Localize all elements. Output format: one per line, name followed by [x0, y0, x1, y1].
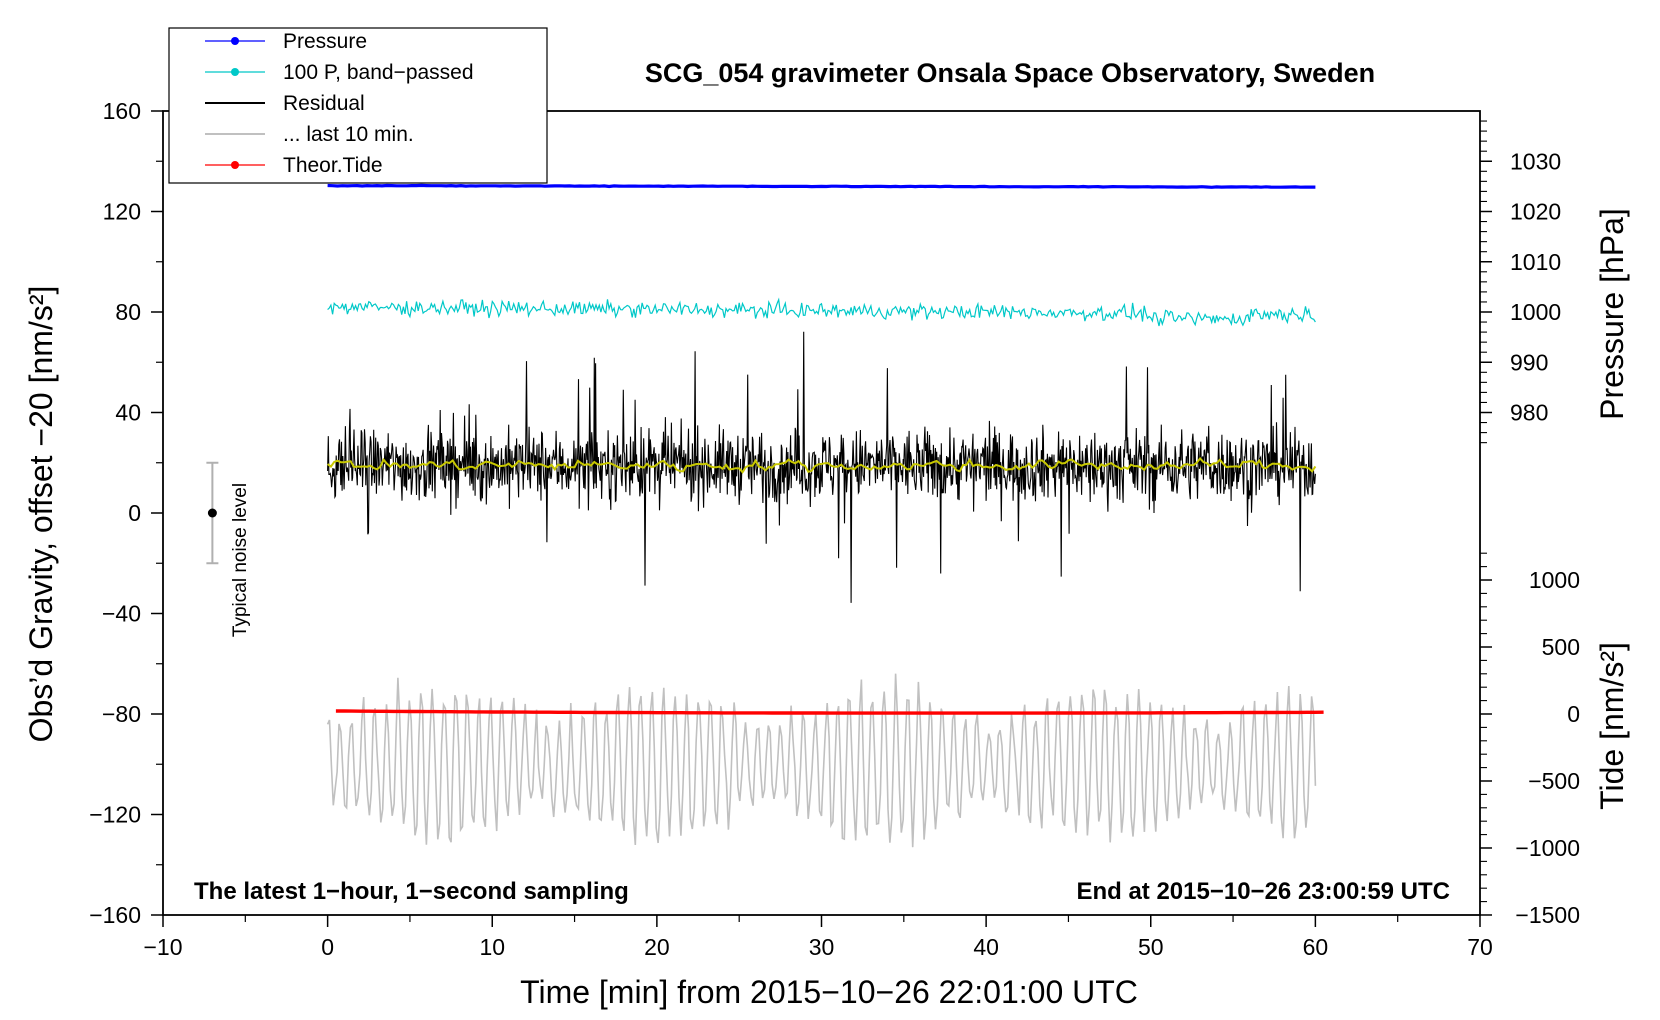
tide-tick-label: −500 [1528, 768, 1580, 794]
x-tick-label: 10 [479, 934, 505, 960]
pressure-tick-label: 1010 [1510, 249, 1561, 275]
series-layer [326, 183, 1324, 848]
y-axis-left: −160 −120 −80 −40 0 40 80 120 160 [89, 98, 163, 928]
legend-label: Theor.Tide [283, 154, 383, 177]
pressure-tick-label: 1020 [1510, 199, 1561, 225]
legend: Pressure 100 P, band−passed Residual ... la… [168, 27, 548, 184]
legend-marker [231, 161, 239, 169]
legend-label: 100 P, band−passed [283, 61, 474, 84]
footer-right: End at 2015−10−26 23:00:59 UTC [1076, 878, 1450, 905]
x-axis: −10 0 10 20 30 40 50 60 70 [143, 915, 1493, 960]
x-tick-label: 30 [809, 934, 835, 960]
x-tick-label: 50 [1138, 934, 1164, 960]
y-tick-label: 120 [103, 199, 141, 225]
noise-level-label: Typical noise level [230, 483, 251, 637]
x-axis-label: Time [min] from 2015−10−26 22:01:00 UTC [520, 974, 1138, 1010]
series-residual-smoothed [326, 456, 1317, 474]
tide-tick-label: −1500 [1515, 902, 1580, 928]
pressure-tick-label: 1030 [1510, 148, 1561, 174]
x-tick-label: 20 [644, 934, 670, 960]
y-tick-label: 160 [103, 98, 141, 124]
y-axis-left-label: Obs’d Gravity, offset −20 [nm/s²] [23, 286, 59, 743]
tide-tick-label: −1000 [1515, 835, 1580, 861]
y-axis-tide: −1500 −1000 −500 0 500 1000 [1480, 552, 1580, 928]
y-tick-label: −160 [89, 902, 141, 928]
y-axis-pressure: 980 990 1000 1010 1020 1030 [1480, 120, 1561, 444]
y-tick-label: −120 [89, 802, 141, 828]
series-last-10-min [326, 673, 1317, 848]
y-tick-label: −80 [102, 701, 141, 727]
tide-tick-label: 500 [1542, 634, 1580, 660]
x-tick-label: 40 [973, 934, 999, 960]
legend-marker [231, 68, 239, 76]
tide-axis-label: Tide [nm/s²] [1594, 642, 1630, 810]
series-pressure [327, 183, 1316, 189]
x-tick-label: −10 [143, 934, 182, 960]
series-residual [327, 331, 1316, 603]
legend-label: ... last 10 min. [283, 123, 414, 146]
pressure-tick-label: 980 [1510, 400, 1548, 426]
pressure-tick-label: 990 [1510, 349, 1548, 375]
series-theor-tide [335, 709, 1324, 715]
pressure-axis-label: Pressure [hPa] [1594, 208, 1630, 420]
legend-box [168, 27, 548, 184]
noise-center-dot [207, 508, 217, 518]
plot-frame [162, 110, 1481, 916]
x-tick-label: 0 [321, 934, 334, 960]
y-tick-label: 80 [115, 299, 141, 325]
x-tick-label: 70 [1467, 934, 1493, 960]
y-tick-label: 40 [115, 400, 141, 426]
tide-tick-label: 1000 [1529, 567, 1580, 593]
x-tick-label: 60 [1303, 934, 1329, 960]
tide-tick-label: 0 [1567, 701, 1580, 727]
legend-label: Residual [283, 92, 365, 115]
footer-left: The latest 1−hour, 1−second sampling [194, 878, 629, 905]
noise-level-indicator: Typical noise level [206, 461, 251, 637]
series-band-passed [327, 297, 1316, 327]
legend-label: Pressure [283, 30, 367, 53]
pressure-tick-label: 1000 [1510, 299, 1561, 325]
y-tick-label: 0 [128, 500, 141, 526]
y-tick-label: −40 [102, 601, 141, 627]
legend-marker [231, 37, 239, 45]
chart-title: SCG_054 gravimeter Onsala Space Observat… [645, 58, 1375, 88]
